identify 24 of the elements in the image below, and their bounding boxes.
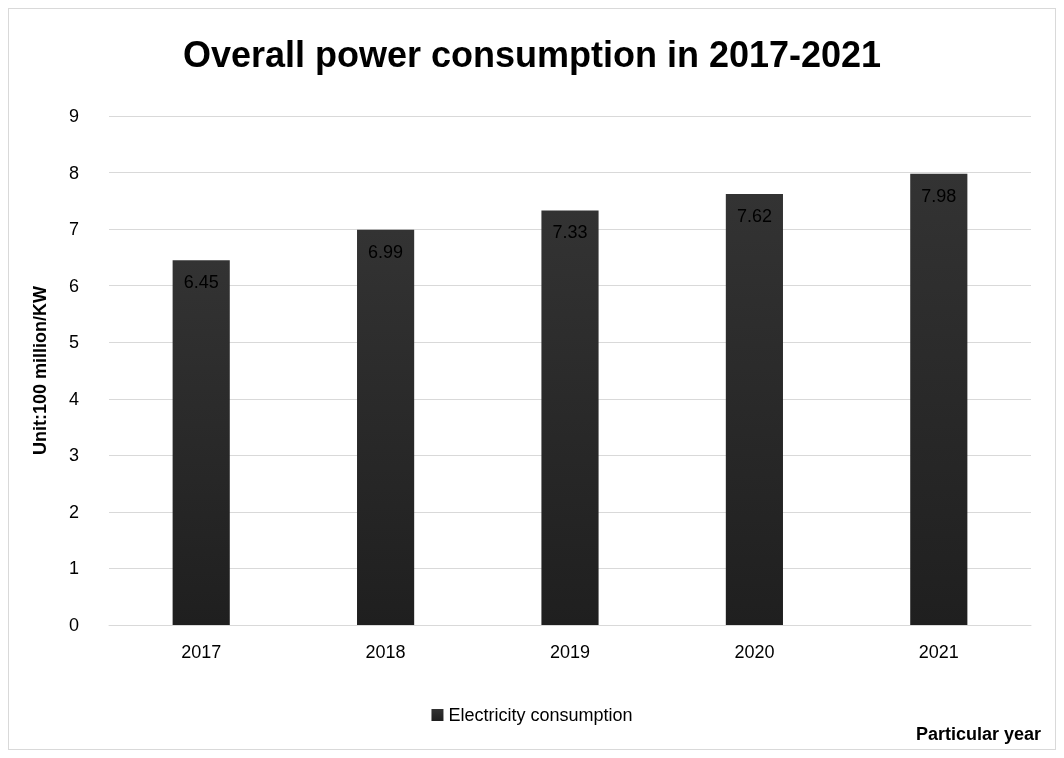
y-tick-label: 6 [68,275,79,296]
y-tick-label: 3 [68,445,79,466]
y-tick-label: 2 [68,501,79,522]
y-tick-label: 5 [68,332,79,353]
y-axis-title: Unit:100 million/KW [30,285,50,456]
legend-label: Electricity consumption [448,705,633,725]
bar [725,194,783,625]
y-tick-label: 7 [68,219,79,240]
y-tick-label: 9 [68,106,79,126]
y-tick-label: 4 [68,388,79,409]
y-tick-label: 0 [68,615,79,635]
x-tick-label: 2017 [181,642,222,662]
x-axis-title: Particular year [915,724,1041,744]
x-tick-label: 2018 [365,642,406,662]
x-tick-label: 2021 [918,642,959,662]
y-tick-label: 1 [68,558,79,579]
x-tick-label: 2019 [549,642,591,662]
y-tick-label: 8 [68,162,79,183]
bar [172,260,230,625]
bar [357,229,415,625]
bar [910,173,968,625]
chart-title: Overall power consumption in 2017-2021 [182,33,882,75]
bar [541,210,599,625]
x-tick-label: 2020 [734,642,775,662]
